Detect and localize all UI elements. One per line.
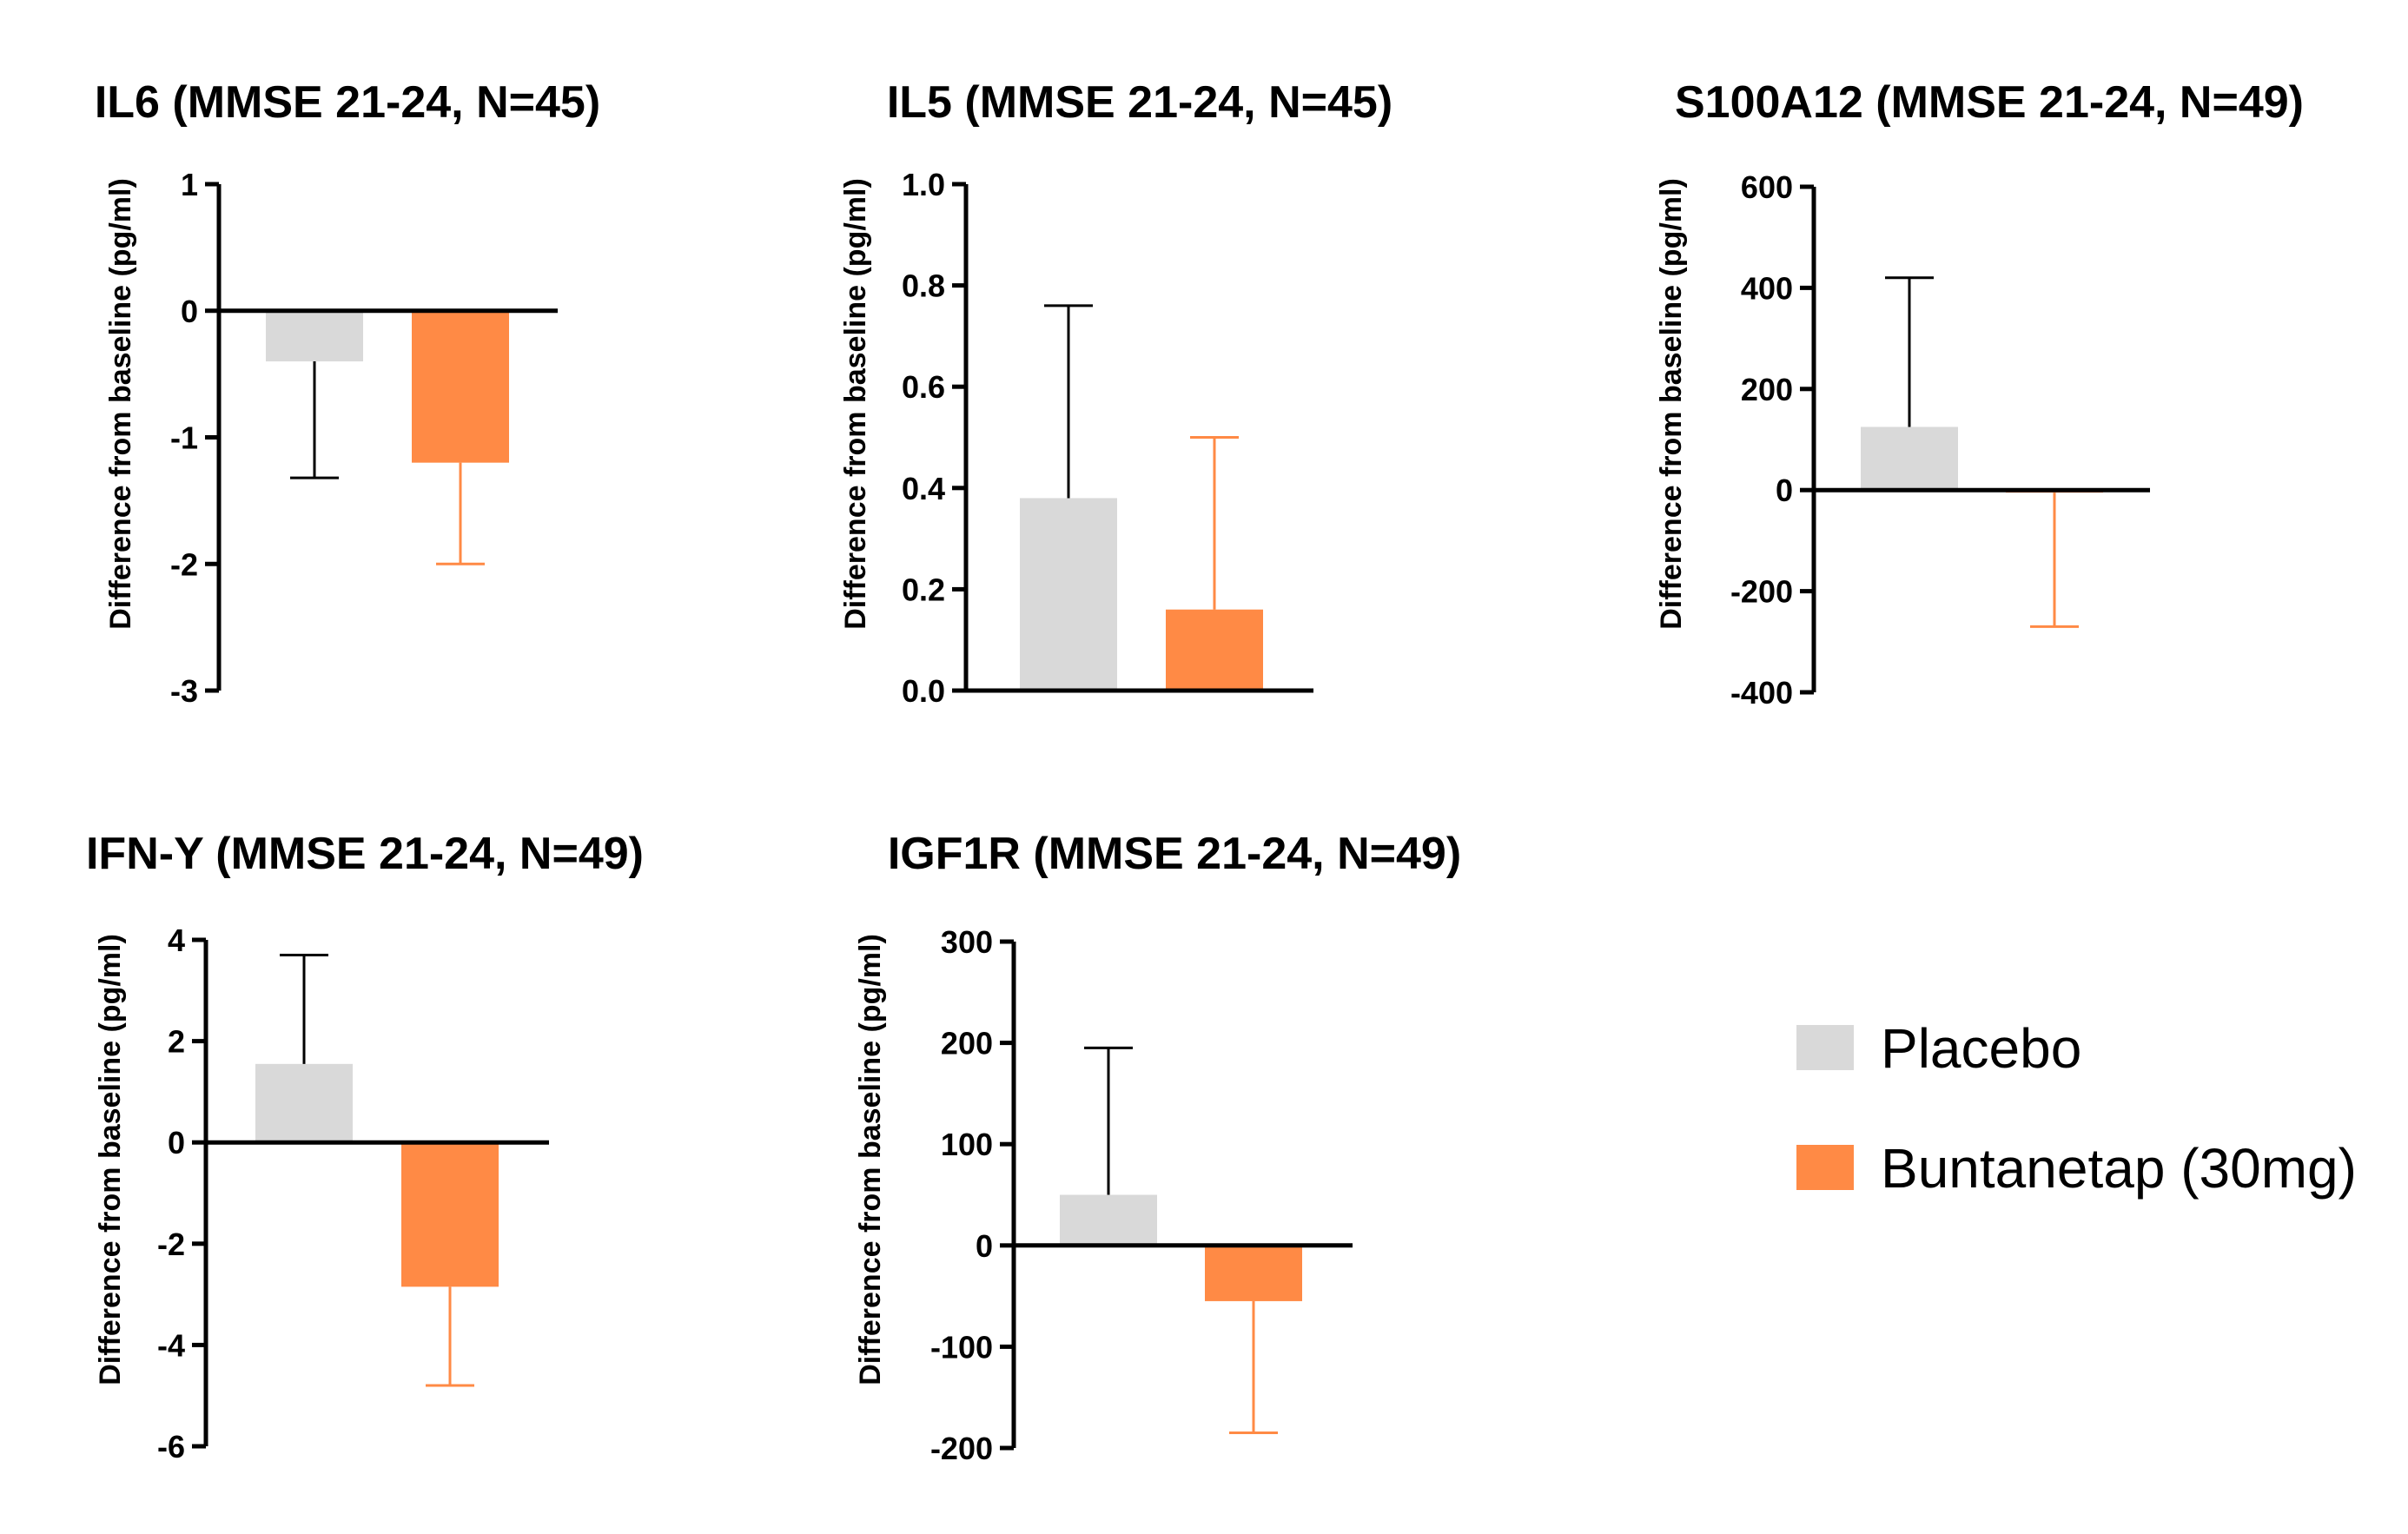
bar-placebo [1861, 426, 1958, 491]
bar-buntanetap [1205, 1245, 1302, 1301]
y-tick-label: 0 [168, 1125, 185, 1160]
chart-panel-ifn-y: IFN-Y (MMSE 21-24, N=49) Difference from… [86, 829, 644, 1465]
bar-placebo [1020, 498, 1117, 691]
legend-swatch-placebo [1796, 1025, 1854, 1070]
y-tick-label: 4 [168, 922, 185, 958]
y-tick-label: 400 [1741, 270, 1793, 306]
chart-title: IFN-Y (MMSE 21-24, N=49) [86, 829, 644, 879]
bar-placebo [266, 310, 363, 362]
y-tick-label: -100 [930, 1329, 993, 1365]
y-tick-label: -2 [157, 1227, 185, 1262]
y-tick-label: 2 [168, 1024, 185, 1060]
bar-placebo [255, 1063, 353, 1143]
plot-area: 4 2 0 -2 -4 -6 [157, 922, 549, 1465]
y-tick-label: -6 [157, 1429, 185, 1465]
y-tick-label: 0.8 [902, 268, 945, 304]
chart-panel-s100a12: S100A12 (MMSE 21-24, N=49) Difference fr… [1655, 77, 2304, 711]
y-tick-label: 1.0 [902, 167, 945, 202]
legend-label-buntanetap: Buntanetap (30mg) [1881, 1137, 2357, 1200]
y-tick-label: 1 [181, 167, 198, 202]
y-tick-label: 200 [941, 1026, 993, 1061]
y-tick-label: 600 [1741, 169, 1793, 205]
y-tick-label: 0.6 [902, 369, 945, 405]
bar-buntanetap [401, 1142, 499, 1287]
bar-buntanetap [1166, 609, 1263, 691]
y-tick-label: 200 [1741, 372, 1793, 407]
chart-panel-il5: IL5 (MMSE 21-24, N=45) Difference from b… [839, 77, 1393, 709]
chart-title: S100A12 (MMSE 21-24, N=49) [1675, 77, 2304, 128]
y-axis-label: Difference from baseline (pg/ml) [854, 934, 887, 1385]
chart-title: IL5 (MMSE 21-24, N=45) [887, 77, 1393, 128]
y-axis-label: Difference from baseline (pg/ml) [104, 178, 137, 630]
y-tick-label: 300 [941, 924, 993, 960]
y-tick-label: -200 [930, 1431, 993, 1466]
y-tick-label: 0.2 [902, 572, 945, 607]
y-tick-label: -4 [157, 1327, 185, 1363]
chart-title: IL6 (MMSE 21-24, N=45) [95, 77, 600, 128]
y-tick-label: -2 [170, 546, 198, 582]
y-axis-label: Difference from baseline (pg/ml) [839, 178, 872, 630]
plot-area: 300 200 100 0 -100 -200 [930, 924, 1353, 1466]
y-tick-label: 0.4 [902, 471, 945, 506]
bar-placebo [1060, 1194, 1157, 1246]
chart-panel-il6: IL6 (MMSE 21-24, N=45) Difference from b… [95, 77, 600, 709]
legend-swatch-buntanetap [1796, 1145, 1854, 1190]
plot-area: 1 0 -1 -2 -3 [170, 167, 558, 709]
chart-title: IGF1R (MMSE 21-24, N=49) [888, 829, 1461, 879]
y-tick-label: -200 [1730, 574, 1793, 610]
y-tick-label: -1 [170, 420, 198, 456]
y-tick-label: 100 [941, 1127, 993, 1162]
y-tick-label: 0 [181, 294, 198, 329]
y-tick-label: 0.0 [902, 673, 945, 709]
y-axis-label: Difference from baseline (pg/ml) [1655, 178, 1688, 630]
y-tick-label: -3 [170, 673, 198, 709]
y-tick-label: 0 [976, 1228, 993, 1264]
y-axis-label: Difference from baseline (pg/ml) [94, 934, 127, 1385]
legend: Placebo Buntanetap (30mg) [1796, 1017, 2357, 1200]
chart-panel-igf1r: IGF1R (MMSE 21-24, N=49) Difference from… [854, 829, 1461, 1466]
legend-label-placebo: Placebo [1881, 1017, 2081, 1080]
y-tick-label: 0 [1776, 473, 1793, 508]
bar-buntanetap [412, 310, 509, 463]
y-tick-label: -400 [1730, 675, 1793, 711]
plot-area: 1.0 0.8 0.6 0.4 0.2 0.0 [902, 167, 1313, 709]
plot-area: 600 400 200 0 -200 -400 [1730, 169, 2150, 711]
